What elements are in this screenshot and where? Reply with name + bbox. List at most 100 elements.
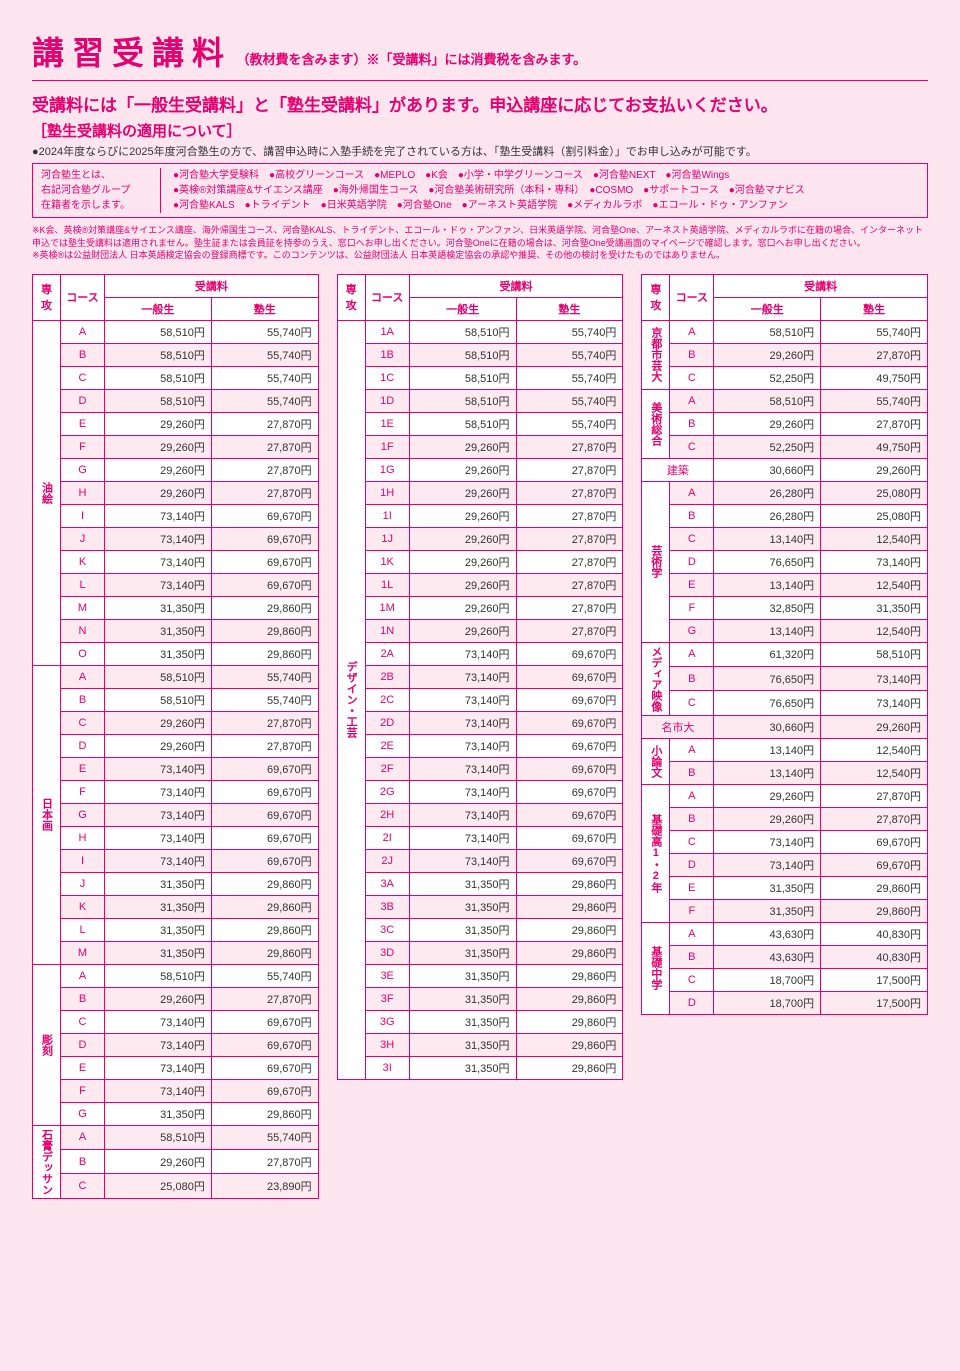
table-row: F 73,140円69,670円 [33,780,319,803]
table-row: 基礎中学A 43,630円40,830円 [642,922,928,945]
table-row: 2C 73,140円69,670円 [337,688,623,711]
table-row: B 29,260円27,870円 [642,807,928,830]
table-row: B 43,630円40,830円 [642,945,928,968]
table-row: E 31,350円29,860円 [642,876,928,899]
table-row: H 73,140円69,670円 [33,826,319,849]
table-row: 3G 31,350円29,860円 [337,1010,623,1033]
table-row: L 31,350円29,860円 [33,918,319,941]
table-row: 京都市芸大A 58,510円55,740円 [642,320,928,343]
table-row: F 31,350円29,860円 [642,899,928,922]
table-row: I 73,140円69,670円 [33,504,319,527]
table-row: 2A 73,140円69,670円 [337,642,623,665]
table-row: F 29,260円27,870円 [33,435,319,458]
table-row: L 73,140円69,670円 [33,573,319,596]
table-col-1: 専攻コース受講料 一般生塾生 油絵A 58,510円55,740円 B 58,5… [32,274,319,1199]
table-row: 1I 29,260円27,870円 [337,504,623,527]
table-row: D 58,510円55,740円 [33,389,319,412]
table-row: 2H 73,140円69,670円 [337,803,623,826]
table-row: 小論文A 13,140円12,540円 [642,738,928,761]
table-row: E 13,140円12,540円 [642,573,928,596]
table-row: 1G 29,260円27,870円 [337,458,623,481]
table-row: 1H 29,260円27,870円 [337,481,623,504]
table-row: 2G 73,140円69,670円 [337,780,623,803]
table-row: 美術総合A 58,510円55,740円 [642,389,928,412]
table-row: K 73,140円69,670円 [33,550,319,573]
table-row: G 73,140円69,670円 [33,803,319,826]
table-row: C 25,080円23,890円 [33,1174,319,1198]
table-row: C 29,260円27,870円 [33,711,319,734]
info-box: 河合塾生とは、 右記河合塾グループ 在籍者を示します。 ●河合塾大学受験科 ●高… [32,163,928,218]
table-row: G 29,260円27,870円 [33,458,319,481]
table-row: 1E 58,510円55,740円 [337,412,623,435]
table-row: 基礎高1・2年A 29,260円27,870円 [642,784,928,807]
table-row: B 13,140円12,540円 [642,761,928,784]
table-row: 彫刻A 58,510円55,740円 [33,964,319,987]
divider [32,80,928,81]
table-row: G 31,350円29,860円 [33,1102,319,1125]
table-col-3: 専攻コース受講料 一般生塾生 京都市芸大A 58,510円55,740円 B 2… [641,274,928,1199]
table-row: 3I 31,350円29,860円 [337,1056,623,1079]
table-row: B 26,280円25,080円 [642,504,928,527]
table-row: D 76,650円73,140円 [642,550,928,573]
table-row: 1F 29,260円27,870円 [337,435,623,458]
table-row: N 31,350円29,860円 [33,619,319,642]
table-row: B 58,510円55,740円 [33,343,319,366]
table-row: C 52,250円49,750円 [642,435,928,458]
fee-table-2: 専攻コース受講料 一般生塾生 デザイン・工芸1A 58,510円55,740円 … [337,274,624,1080]
info-left: 河合塾生とは、 右記河合塾グループ 在籍者を示します。 [41,168,161,213]
table-row: D 73,140円69,670円 [33,1033,319,1056]
intro-line2: ［塾生受講料の適用について］ [32,120,928,141]
table-row: 2D 73,140円69,670円 [337,711,623,734]
table-row: E 73,140円69,670円 [33,757,319,780]
table-row: 油絵A 58,510円55,740円 [33,320,319,343]
table-row: K 31,350円29,860円 [33,895,319,918]
table-row: B 29,260円27,870円 [642,343,928,366]
table-row: B 29,260円27,870円 [33,1150,319,1174]
header: 講習受講料 （教材費を含みます）※「受講料」には消費税を含みます。 [32,28,928,74]
table-row: C 76,650円73,140円 [642,691,928,715]
table-row: G 13,140円12,540円 [642,619,928,642]
fee-table-1: 専攻コース受講料 一般生塾生 油絵A 58,510円55,740円 B 58,5… [32,274,319,1199]
table-row: 2J 73,140円69,670円 [337,849,623,872]
table-row: C 58,510円55,740円 [33,366,319,389]
table-row: 1C 58,510円55,740円 [337,366,623,389]
info-right: ●河合塾大学受験科 ●高校グリーンコース ●MEPLO ●K会 ●小学・中学グリ… [161,168,919,213]
table-row: E 29,260円27,870円 [33,412,319,435]
table-row: F 32,850円31,350円 [642,596,928,619]
table-row: 2F 73,140円69,670円 [337,757,623,780]
table-row: 石膏デッサンA 58,510円55,740円 [33,1125,319,1149]
table-row: D 73,140円69,670円 [642,853,928,876]
table-row: 日本画A 58,510円55,740円 [33,665,319,688]
table-row: J 31,350円29,860円 [33,872,319,895]
info-right-3: ●河合塾KALS ●トライデント ●日米英語学院 ●河合塾One ●アーネスト英… [173,198,919,213]
table-row: C 52,250円49,750円 [642,366,928,389]
table-row: O 31,350円29,860円 [33,642,319,665]
info-right-1: ●河合塾大学受験科 ●高校グリーンコース ●MEPLO ●K会 ●小学・中学グリ… [173,168,919,183]
table-row: D 18,700円17,500円 [642,991,928,1014]
table-row: メディア映像A 61,320円58,510円 [642,642,928,666]
intro-note: ●2024年度ならびに2025年度河合塾生の方で、講習申込時に入塾手続を完了され… [32,143,928,159]
info-right-2: ●英検®対策講座&サイエンス講座 ●海外帰国生コース ●河合塾美術研究所（本科・… [173,183,919,198]
table-row: 2E 73,140円69,670円 [337,734,623,757]
table-row: 1N 29,260円27,870円 [337,619,623,642]
table-row: H 29,260円27,870円 [33,481,319,504]
table-row: デザイン・工芸1A 58,510円55,740円 [337,320,623,343]
table-row: C 73,140円69,670円 [33,1010,319,1033]
table-row: D 29,260円27,870円 [33,734,319,757]
table-row: B 29,260円27,870円 [642,412,928,435]
table-row: 1K 29,260円27,870円 [337,550,623,573]
table-row: 1B 58,510円55,740円 [337,343,623,366]
table-row: 1M 29,260円27,870円 [337,596,623,619]
table-row: I 73,140円69,670円 [33,849,319,872]
table-row: 3F 31,350円29,860円 [337,987,623,1010]
table-row: 1D 58,510円55,740円 [337,389,623,412]
table-row: 3E 31,350円29,860円 [337,964,623,987]
table-row: 名市大 30,660円29,260円 [642,715,928,738]
table-row: 芸術学A 26,280円25,080円 [642,481,928,504]
table-row: 1L 29,260円27,870円 [337,573,623,596]
table-row: 3D 31,350円29,860円 [337,941,623,964]
table-row: C 13,140円12,540円 [642,527,928,550]
table-row: M 31,350円29,860円 [33,941,319,964]
table-row: 3A 31,350円29,860円 [337,872,623,895]
table-row: 建築 30,660円29,260円 [642,458,928,481]
